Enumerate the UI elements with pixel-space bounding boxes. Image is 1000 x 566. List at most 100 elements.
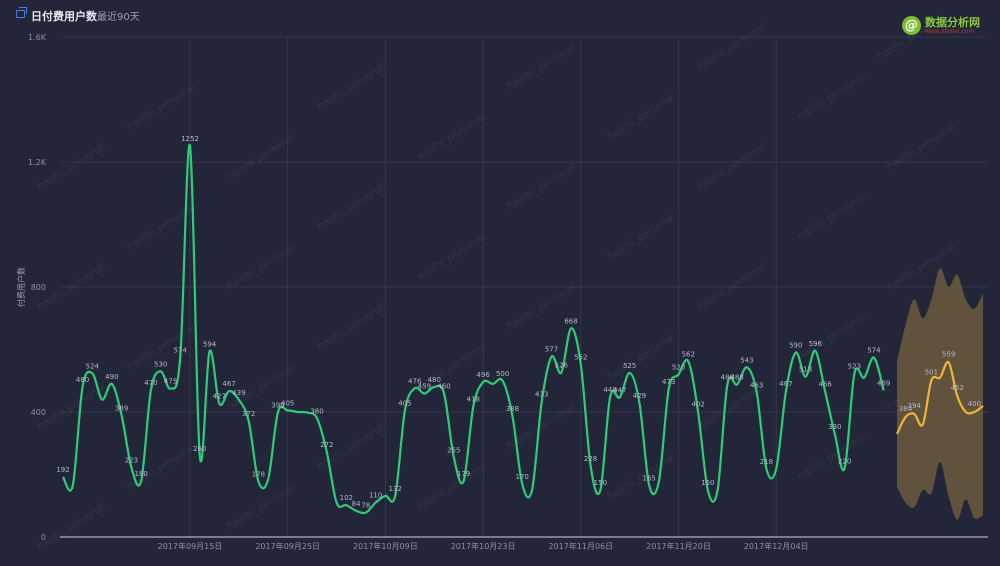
data-label: 543 [740, 356, 753, 364]
data-point [589, 465, 591, 467]
watermark-text: haizhi_personal [126, 82, 198, 133]
data-label: 552 [574, 354, 587, 362]
data-label: 524 [86, 362, 100, 370]
data-point [746, 366, 748, 368]
data-label: 132 [388, 485, 401, 493]
data-label: 500 [496, 370, 509, 378]
data-label: 480 [428, 376, 441, 384]
data-point [765, 468, 767, 470]
data-label: 439 [232, 389, 245, 397]
data-point [247, 420, 249, 422]
data-point [775, 468, 777, 470]
data-label: 463 [750, 381, 763, 389]
data-point [619, 396, 621, 398]
data-point [296, 411, 298, 413]
watermark-text: haizhi_personal [416, 232, 488, 283]
watermark-text: haizhi_personal [696, 142, 768, 193]
data-label: 668 [564, 317, 577, 325]
forecast-data-label: 501 [925, 368, 938, 376]
data-point [238, 399, 240, 401]
data-point [873, 356, 875, 358]
logo-url: www.afenxi.com [925, 28, 975, 35]
data-label: 433 [535, 391, 548, 399]
data-point [531, 489, 533, 491]
data-point [668, 388, 670, 390]
data-point [150, 389, 152, 391]
data-label: 488 [721, 374, 734, 382]
data-point [609, 396, 611, 398]
logo-text: 数据分析网 [925, 16, 980, 29]
data-point [482, 381, 484, 383]
data-point [335, 501, 337, 503]
forecast-data-label: 400 [968, 400, 981, 408]
forecast-data-label: 452 [951, 384, 964, 392]
data-point [433, 386, 435, 388]
data-label: 473 [662, 378, 675, 386]
watermark-text: haizhi_personal [316, 182, 388, 233]
data-label: 476 [408, 377, 422, 385]
data-label: 429 [633, 392, 646, 400]
data-label: 577 [545, 346, 558, 354]
watermark-text: haizhi_personal [36, 142, 108, 193]
data-point [306, 411, 308, 413]
watermark-text: haizhi_personal [506, 42, 578, 93]
logo-mark-icon: @ [902, 16, 921, 35]
watermark-text: haizhi_personal [696, 22, 768, 73]
time-range-label[interactable]: 最近90天 [97, 12, 140, 23]
y-axis-title: 付费用户数 [16, 267, 26, 307]
x-tick-label-3: 2017年10月23日 [451, 541, 516, 551]
data-point [404, 409, 406, 411]
data-point [677, 373, 679, 375]
data-label: 526 [555, 362, 569, 370]
watermark-text: haizhi_personal [316, 302, 388, 353]
x-tick-label-1: 2017年09月25日 [255, 541, 320, 551]
x-tick-label-2: 2017年10月09日 [353, 541, 418, 551]
data-point [326, 451, 328, 453]
data-label: 475 [164, 378, 177, 386]
data-label: 405 [281, 399, 294, 407]
window-icon[interactable] [16, 7, 27, 18]
data-label: 490 [105, 373, 118, 381]
x-tick-label-6: 2017年12月04日 [744, 541, 809, 551]
y-tick-label-2: 800 [31, 283, 46, 292]
y-tick-label-1: 400 [31, 408, 46, 417]
series-line-forecast [896, 360, 984, 435]
data-point [257, 480, 259, 482]
data-label: 150 [594, 479, 607, 487]
data-point [658, 480, 660, 482]
data-point [72, 484, 74, 486]
data-point [863, 376, 865, 378]
data-label: 467 [222, 380, 235, 388]
data-label: 399 [271, 401, 284, 409]
data-point [453, 456, 455, 458]
data-point [140, 480, 142, 482]
data-label: 418 [467, 395, 480, 403]
data-point [91, 372, 93, 374]
data-point [521, 483, 523, 485]
watermark-text: haizhi_personal [36, 502, 108, 553]
watermark-text: haizhi_personal [606, 92, 678, 143]
data-point [795, 351, 797, 353]
data-point [736, 383, 738, 385]
watermark-text: haizhi_personal [226, 482, 298, 533]
data-label: 402 [691, 400, 704, 408]
data-label: 102 [340, 494, 353, 502]
data-label: 480 [76, 376, 89, 384]
data-label: 388 [506, 405, 519, 413]
data-point [277, 411, 279, 413]
data-point [228, 390, 230, 392]
data-point [560, 371, 562, 373]
data-label: 448 [603, 386, 616, 394]
data-point [882, 389, 884, 391]
data-point [199, 455, 201, 457]
data-point [384, 495, 386, 497]
data-point [443, 392, 445, 394]
data-label: 110 [369, 492, 382, 500]
data-label: 513 [799, 366, 812, 374]
data-label: 562 [682, 350, 695, 358]
watermark-text: haizhi_personal [226, 132, 298, 183]
watermark-text: haizhi_personal [226, 242, 298, 293]
watermark-text: haizhi_personal [316, 62, 388, 113]
data-label: 150 [701, 479, 714, 487]
x-tick-label-0: 2017年09月15日 [158, 541, 223, 551]
